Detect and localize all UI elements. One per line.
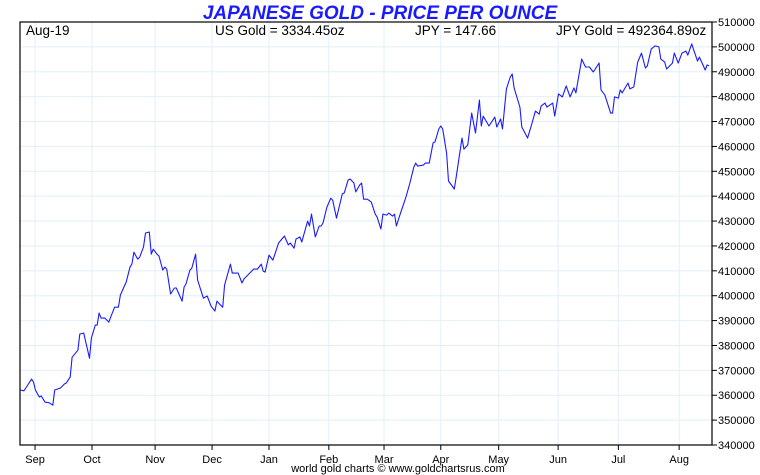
header-us-gold: US Gold = 3334.45oz xyxy=(215,23,345,38)
y-tick-label: 430000 xyxy=(718,216,755,228)
footer-credit: world gold charts © www.goldchartsrus.co… xyxy=(290,463,505,475)
y-tick-label: 370000 xyxy=(718,365,755,377)
y-tick-label: 510000 xyxy=(718,17,755,29)
y-tick-label: 380000 xyxy=(718,340,755,352)
x-tick-label: Jul xyxy=(611,454,625,466)
x-tick-label: Nov xyxy=(145,454,165,466)
chart-title: JAPANESE GOLD - PRICE PER OUNCE xyxy=(203,3,559,24)
y-tick-label: 470000 xyxy=(718,117,755,129)
y-tick-label: 440000 xyxy=(718,191,755,203)
x-tick-label: May xyxy=(488,454,509,466)
plot-frame xyxy=(19,21,713,446)
header-jpy-gold: JPY Gold = 492364.89oz xyxy=(556,23,706,38)
header-period: Aug-19 xyxy=(26,23,70,38)
header-row: Aug-19 US Gold = 3334.45oz JPY = 147.66 … xyxy=(26,23,706,38)
header-jpy-rate: JPY = 147.66 xyxy=(415,23,496,38)
y-tick-label: 410000 xyxy=(718,266,755,278)
y-tick-label: 360000 xyxy=(718,390,755,402)
y-tick-label: 480000 xyxy=(718,92,755,104)
x-axis: Sep Oct Nov Dec Jan Feb Mar Apr May Jun Jul Aug xyxy=(25,445,689,466)
y-axis: 340000 350000 360000 370000 380000 390000 4000… xyxy=(712,17,755,452)
x-tick-label: Mar xyxy=(375,454,394,466)
y-tick-label: 490000 xyxy=(718,67,755,79)
x-tick-label: Apr xyxy=(432,454,449,466)
y-tick-label: 500000 xyxy=(718,42,755,54)
price-line xyxy=(19,43,710,406)
y-tick-label: 420000 xyxy=(718,241,755,253)
y-tick-label: 390000 xyxy=(718,316,755,328)
grid-lines xyxy=(20,21,712,446)
x-tick-label: Jun xyxy=(549,454,567,466)
x-tick-label: Aug xyxy=(669,454,689,466)
y-tick-label: 350000 xyxy=(718,415,755,427)
y-tick-label: 400000 xyxy=(718,291,755,303)
y-tick-label: 460000 xyxy=(718,141,755,153)
x-tick-label: Feb xyxy=(319,454,338,466)
y-tick-label: 340000 xyxy=(718,440,755,452)
x-tick-label: Oct xyxy=(83,454,100,466)
series-layer xyxy=(19,43,710,406)
x-tick-label: Jan xyxy=(260,454,278,466)
x-tick-label: Dec xyxy=(202,454,222,466)
y-tick-label: 450000 xyxy=(718,166,755,178)
x-tick-label: Sep xyxy=(25,454,45,466)
